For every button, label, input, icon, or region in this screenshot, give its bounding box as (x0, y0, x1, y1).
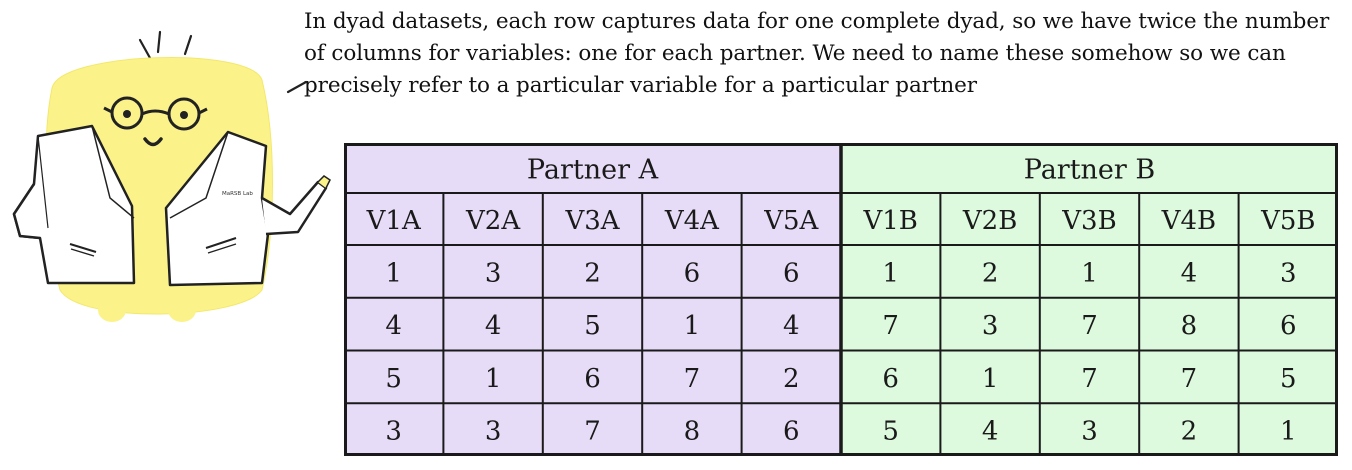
table-cell: 5 (385, 364, 402, 394)
table-cell: 6 (783, 258, 800, 288)
table-cell: 4 (385, 311, 402, 341)
table-cell: 1 (385, 258, 402, 288)
table-cell: 1 (982, 364, 999, 394)
column-header: V3B (1061, 206, 1116, 236)
table-cell: 2 (1181, 417, 1198, 447)
table-cell: 6 (684, 258, 701, 288)
caption-line-2: of columns for variables: one for each p… (304, 41, 1286, 66)
column-header: V1B (862, 206, 917, 236)
column-header: V4A (664, 206, 720, 236)
column-header: V2A (465, 206, 521, 236)
table-cell: 3 (485, 417, 502, 447)
table-cell: 1 (882, 258, 899, 288)
table-cell: 3 (1280, 258, 1297, 288)
table-cell: 4 (783, 311, 800, 341)
table-cell: 2 (584, 258, 601, 288)
table-cell: 6 (882, 364, 899, 394)
table-cell: 1 (1081, 258, 1098, 288)
table-cell: 6 (783, 417, 800, 447)
table-cell: 4 (982, 417, 999, 447)
table-cell: 7 (1181, 364, 1198, 394)
column-header: V1A (366, 206, 422, 236)
dyad-table-graphic: Partner A Partner B V1A V2A V3A V4A V5A 1 3 2 6 6 4 4… (344, 143, 1338, 456)
table-cell: 5 (1280, 364, 1297, 394)
glasses-icon (103, 96, 208, 131)
table-cell: 8 (684, 417, 701, 447)
table-cell: 2 (982, 258, 999, 288)
table-cell: 1 (1280, 417, 1297, 447)
table-cell: 1 (684, 311, 701, 341)
table-cell: 3 (485, 258, 502, 288)
column-header: V5A (763, 206, 819, 236)
caption-line-3: precisely refer to a particular variable… (304, 73, 977, 98)
table-cell: 6 (1280, 311, 1297, 341)
table-cell: 3 (982, 311, 999, 341)
scientist-mascot-illustration: MaRSB Lab (12, 30, 331, 322)
column-header: V4B (1161, 206, 1216, 236)
partner-a-header: Partner A (527, 155, 659, 186)
table-cell: 7 (882, 311, 899, 341)
table-grid (344, 143, 1338, 456)
table-cell: 8 (1181, 311, 1198, 341)
pen-tick-mark (286, 80, 308, 94)
dyad-table: Partner A Partner B V1A V2A V3A V4A V5A 1 3 2 6 6 4 4… (344, 143, 1338, 456)
partner-b-header: Partner B (1024, 155, 1156, 186)
table-cell: 4 (485, 311, 502, 341)
table-cell: 7 (1081, 311, 1098, 341)
table-cell: 5 (584, 311, 601, 341)
table-cell: 7 (1081, 364, 1098, 394)
table-cell: 6 (584, 364, 601, 394)
table-cell: 7 (684, 364, 701, 394)
table-cell: 7 (584, 417, 601, 447)
caption-text: In dyad datasets, each row captures data… (304, 6, 1349, 102)
partner-a-block (344, 143, 841, 456)
table-cell: 3 (385, 417, 402, 447)
partner-b-block (841, 143, 1338, 456)
table-cell: 5 (882, 417, 899, 447)
table-cell: 3 (1081, 417, 1098, 447)
table-cell: 1 (485, 364, 502, 394)
column-header: V5B (1260, 206, 1315, 236)
column-header: V3A (564, 206, 620, 236)
caption-line-1: In dyad datasets, each row captures data… (304, 9, 1330, 34)
column-header: V2B (962, 206, 1017, 236)
lab-badge-text: MaRSB Lab (222, 191, 253, 197)
table-cell: 2 (783, 364, 800, 394)
table-cell: 4 (1181, 258, 1198, 288)
